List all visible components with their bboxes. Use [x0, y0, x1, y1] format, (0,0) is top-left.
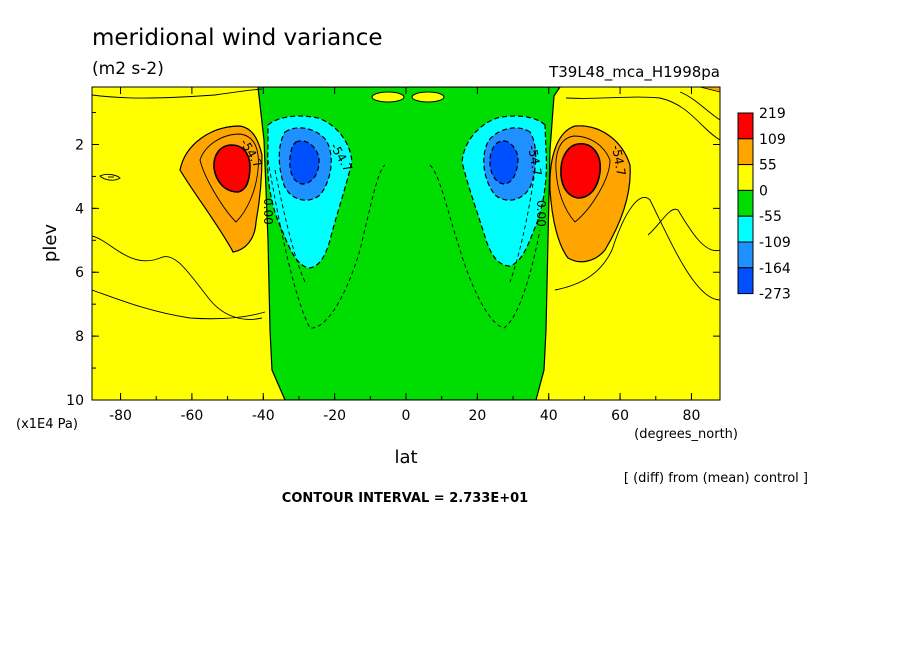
colorbar-level-label: -164 — [759, 261, 791, 277]
x-tick-label: 80 — [683, 408, 701, 424]
colorbar-level-label: -109 — [759, 235, 791, 251]
chart-title: meridional wind variance — [92, 25, 383, 51]
x-tick-label: 40 — [540, 408, 558, 424]
x-tick-label: 20 — [468, 408, 486, 424]
colorbar-level-label: 55 — [759, 158, 777, 174]
y-axis-label: plev — [40, 224, 61, 263]
comparison-note: [ (diff) from (mean) control ] — [624, 471, 808, 486]
run-label: T39L48_mca_H1998pa — [548, 63, 720, 82]
contour-label: -54.7 — [525, 144, 544, 177]
colorbar-swatch — [737, 112, 754, 140]
x-tick-label: -80 — [109, 408, 132, 424]
colorbar-swatch — [737, 241, 754, 269]
contour-label: 0.00 — [534, 200, 548, 227]
colorbar-level-label: 219 — [759, 106, 786, 122]
x-tick-label: -60 — [180, 408, 203, 424]
negative-contours — [267, 159, 541, 329]
fill-red-nh — [560, 143, 602, 199]
x-tick-label: -20 — [323, 408, 346, 424]
x-axis-label: lat — [394, 447, 417, 468]
y-tick-label: 10 — [66, 393, 84, 409]
y-tick-label: 4 — [75, 201, 84, 217]
y-axis: 2 4 6 8 10 — [66, 112, 720, 409]
colorbar-level-label: 0 — [759, 183, 768, 199]
contour-label: 0.00 — [261, 198, 275, 225]
contour-label: -54.7 — [609, 144, 628, 177]
chart-units: (m2 s-2) — [92, 59, 164, 79]
y-axis-unit: (x1E4 Pa) — [16, 417, 78, 432]
colorbar-swatch — [737, 215, 754, 243]
x-axis: -80 -60 -40 -20 0 20 40 60 80 — [109, 87, 700, 424]
colorbar-swatch — [737, 138, 754, 166]
x-axis-unit: (degrees_north) — [634, 427, 738, 442]
positive-contours — [92, 88, 720, 320]
contour-interval: CONTOUR INTERVAL = 2.733E+01 — [282, 491, 528, 506]
colorbar-level-label: -273 — [759, 287, 791, 303]
colorbar-level-label: -55 — [759, 209, 782, 225]
fill-red-sh — [213, 144, 251, 193]
plot-area: -54.7 -54.7 -54.7 -54.7 0.00 0.00 — [92, 87, 720, 400]
fill-yellow-bubble — [411, 91, 445, 103]
x-tick-label: 0 — [402, 408, 411, 424]
fill-yellow-bubble — [371, 91, 405, 103]
fill-darkblue-sh — [289, 140, 320, 185]
x-tick-label: 60 — [611, 408, 629, 424]
y-tick-label: 2 — [75, 137, 84, 153]
colorbar-swatch — [737, 267, 754, 295]
x-tick-label: -40 — [252, 408, 275, 424]
y-tick-label: 8 — [75, 329, 84, 345]
fill-orange-corner — [699, 87, 720, 93]
colorbar: 219 109 55 0 -55 -109 -164 -273 — [737, 106, 791, 303]
colorbar-level-label: 109 — [759, 132, 786, 148]
fill-darkblue-nh — [489, 140, 519, 185]
colorbar-swatch — [737, 189, 754, 217]
y-tick-label: 6 — [75, 265, 84, 281]
colorbar-swatch — [737, 164, 754, 191]
